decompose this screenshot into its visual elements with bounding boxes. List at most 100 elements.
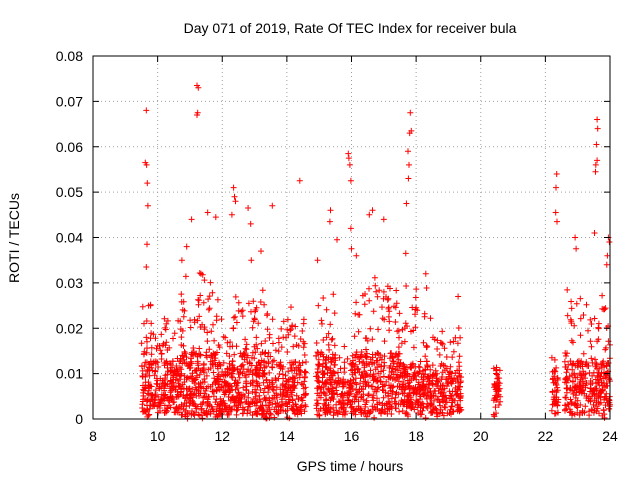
data-point	[365, 391, 372, 398]
data-point	[414, 370, 421, 377]
data-point	[553, 184, 559, 191]
data-point	[429, 362, 436, 369]
data-point	[161, 392, 168, 399]
data-point	[449, 378, 456, 385]
data-point	[345, 155, 352, 162]
data-point	[563, 394, 570, 401]
data-point	[200, 299, 207, 306]
data-point	[138, 363, 145, 370]
data-point	[366, 211, 373, 218]
data-point	[564, 385, 570, 392]
data-point	[156, 405, 163, 411]
data-point	[594, 116, 601, 123]
data-point	[422, 371, 428, 378]
data-point	[358, 371, 365, 378]
data-point	[361, 301, 368, 308]
data-point	[585, 327, 591, 334]
data-point	[257, 404, 264, 411]
data-point	[371, 274, 378, 281]
data-point	[302, 391, 309, 398]
data-point	[349, 366, 356, 373]
data-point	[434, 396, 441, 403]
data-point	[229, 406, 236, 413]
data-point	[283, 400, 290, 407]
data-point	[406, 385, 413, 392]
grid-lines	[93, 56, 610, 419]
data-point	[200, 365, 207, 372]
data-point	[213, 317, 220, 324]
data-point	[327, 207, 334, 214]
data-point	[230, 184, 237, 191]
data-point	[287, 365, 294, 371]
data-point	[188, 216, 195, 223]
data-point	[196, 371, 203, 378]
data-point	[243, 346, 250, 353]
data-point	[301, 408, 308, 415]
data-point	[328, 358, 334, 365]
data-point	[226, 387, 233, 394]
data-point	[564, 366, 571, 373]
data-point	[590, 401, 597, 408]
data-point	[568, 318, 575, 325]
data-point	[171, 367, 178, 374]
x-tick-label: 8	[89, 428, 97, 444]
data-point	[330, 412, 337, 419]
data-point	[431, 404, 437, 410]
data-point	[277, 386, 284, 393]
data-point	[587, 397, 594, 404]
data-point	[417, 358, 424, 365]
data-point	[600, 406, 607, 413]
data-point	[403, 200, 410, 207]
data-point	[179, 327, 186, 334]
data-point	[242, 336, 249, 343]
data-point	[148, 351, 155, 358]
data-point	[422, 415, 429, 421]
data-point	[599, 292, 606, 299]
data-point	[313, 373, 320, 380]
data-point	[260, 389, 267, 396]
data-point	[436, 399, 443, 406]
data-point	[210, 369, 217, 376]
data-point	[401, 390, 408, 397]
data-point	[221, 391, 228, 398]
data-point	[296, 177, 303, 184]
data-point	[143, 161, 150, 168]
data-point	[180, 313, 187, 320]
data-point	[341, 359, 348, 366]
data-point	[495, 391, 502, 398]
data-point	[205, 408, 212, 415]
data-point	[220, 397, 227, 404]
data-point	[436, 351, 443, 358]
data-point	[346, 161, 353, 168]
data-point	[341, 343, 348, 350]
data-point	[428, 401, 434, 408]
data-point	[450, 348, 457, 355]
data-point	[243, 368, 250, 375]
data-point	[152, 387, 159, 394]
data-point	[297, 404, 304, 411]
data-point	[269, 364, 276, 371]
data-point	[441, 367, 448, 374]
data-point	[577, 295, 584, 302]
data-point	[204, 209, 211, 216]
data-point	[421, 310, 428, 317]
data-point	[253, 304, 260, 311]
data-point	[143, 264, 150, 270]
data-point	[598, 379, 605, 386]
data-point	[374, 293, 381, 300]
data-point	[170, 376, 177, 383]
data-point	[139, 405, 146, 411]
data-point	[331, 342, 338, 349]
axis-ticks: 8 10 12 14 16 18 20 22 24 0 0.01 0.02 0.03 0.04 0.05 0.…	[56, 48, 618, 444]
data-point	[170, 358, 176, 365]
data-point	[366, 297, 373, 304]
data-point	[443, 354, 450, 360]
data-point	[404, 323, 410, 330]
data-point	[376, 287, 383, 294]
data-point	[254, 364, 261, 371]
data-point	[143, 318, 150, 324]
data-point	[381, 408, 388, 415]
data-point	[274, 394, 281, 401]
data-point	[269, 381, 275, 388]
data-point	[572, 400, 579, 407]
